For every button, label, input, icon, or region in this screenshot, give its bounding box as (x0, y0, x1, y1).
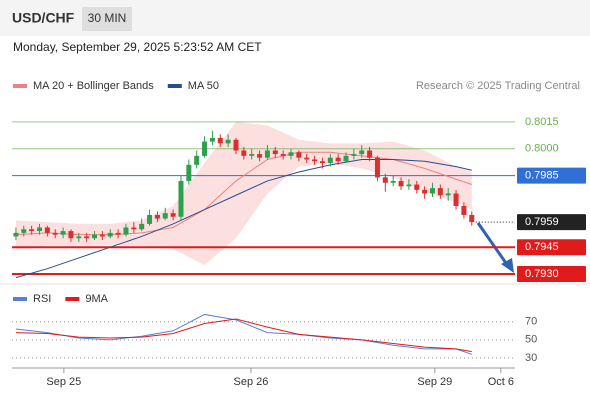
candle-body (131, 227, 137, 230)
legend-swatch (65, 297, 80, 301)
candle-body (21, 229, 27, 233)
candle-body (115, 232, 121, 235)
candle-body (343, 155, 349, 162)
candle-body (304, 157, 310, 160)
candle-body (398, 180, 404, 187)
candle-body (390, 180, 396, 183)
candle-body (406, 184, 412, 187)
candle-body (107, 232, 113, 237)
candle-body (382, 177, 388, 183)
credit: Research © 2025 Trading Central (416, 80, 580, 92)
candle-body (217, 137, 223, 144)
legend-swatch (13, 297, 27, 301)
timestamp: Monday, September 29, 2025 5:23:52 AM CE… (13, 40, 262, 54)
candle-body (44, 227, 50, 233)
legend-swatch (13, 84, 27, 88)
x-tick-label: Sep 25 (46, 376, 81, 388)
candle-body (264, 150, 270, 158)
level-label: 0.8015 (525, 116, 559, 128)
legend-label: 9MA (85, 293, 108, 305)
candle-body (68, 231, 74, 239)
candle-body (453, 193, 459, 207)
level-label-box (517, 214, 586, 231)
interval[interactable]: 30 MIN (88, 11, 127, 25)
indicator-line (15, 313, 472, 355)
indicator-line (15, 318, 472, 353)
candle-body (312, 159, 318, 162)
y-tick-label: 50 (525, 334, 537, 346)
candle-body (92, 234, 98, 239)
candle-body (437, 188, 443, 196)
candle-body (147, 214, 153, 224)
candle-body (359, 150, 365, 155)
level-label: 0.8000 (525, 143, 559, 155)
candle-body (13, 232, 19, 237)
candle-body (60, 231, 66, 235)
candle-body (422, 189, 428, 194)
candle-body (288, 152, 294, 156)
level-label: 0.7945 (525, 241, 559, 253)
candle-body (162, 213, 168, 219)
candle-body (194, 155, 200, 165)
y-tick-label: 70 (525, 316, 537, 328)
level-label: 0.7985 (525, 169, 559, 181)
candle-body (139, 223, 145, 230)
level-label-box (517, 266, 586, 283)
candle-body (319, 161, 325, 164)
x-tick-label: Oct 6 (488, 376, 514, 388)
candle-body (209, 137, 215, 142)
legend-label: MA 50 (188, 80, 219, 92)
forecast-arrowhead (501, 258, 514, 273)
candle-body (123, 227, 129, 235)
candle-body (367, 150, 373, 158)
legend-swatch (167, 84, 182, 88)
x-tick-label: Sep 29 (417, 376, 452, 388)
candle-body (37, 227, 43, 232)
level-label-box (517, 167, 586, 184)
interval-box[interactable] (82, 7, 132, 31)
bollinger-band (15, 121, 472, 266)
candle-body (461, 206, 467, 215)
candle-body (351, 154, 357, 156)
candle-body (280, 154, 286, 156)
candle-body (52, 232, 58, 235)
symbol: USD/CHF (12, 10, 75, 26)
candle-body (335, 157, 341, 162)
candle-body (272, 150, 278, 155)
candle-body (469, 214, 475, 223)
candle-body (84, 236, 90, 239)
y-tick-label: 30 (525, 352, 537, 364)
candle-body (178, 180, 184, 217)
candle-body (76, 236, 82, 239)
ma-line (15, 158, 472, 279)
candle-body (186, 164, 192, 181)
level-label-box (517, 239, 586, 256)
forecast-arrow (476, 222, 510, 267)
candle-body (445, 193, 451, 196)
candle-body (296, 152, 302, 158)
legend-label: RSI (33, 293, 51, 305)
level-label: 0.7930 (525, 268, 559, 280)
candle-body (327, 157, 333, 164)
candle-body (241, 150, 247, 156)
candle-body (374, 157, 380, 178)
candle-body (429, 188, 435, 194)
candle-body (233, 139, 239, 151)
candle-body (249, 154, 255, 156)
candle-body (202, 141, 208, 156)
candle-body (225, 139, 231, 144)
legend-label: MA 20 + Bollinger Bands (33, 80, 154, 92)
candle-body (170, 213, 176, 217)
candle-body (414, 184, 420, 190)
candle-body (257, 154, 263, 158)
candle-body (29, 229, 35, 232)
candle-body (99, 234, 105, 237)
candle-body (154, 214, 160, 219)
x-tick-label: Sep 26 (233, 376, 268, 388)
level-label: 0.7959 (525, 216, 559, 228)
